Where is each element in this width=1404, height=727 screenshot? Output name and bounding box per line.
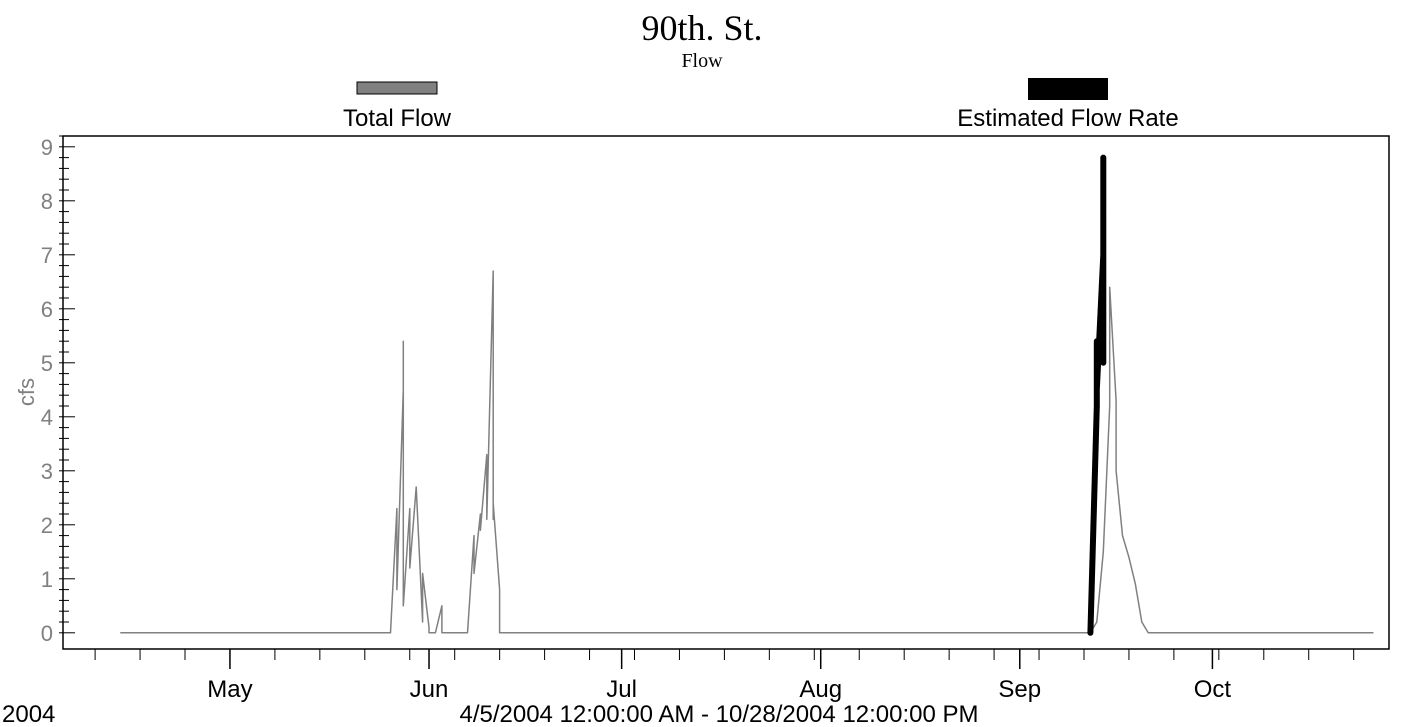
y-tick-label: 3 <box>41 459 53 484</box>
x-axis: May Jun Jul Aug Sep Oct <box>94 649 1355 703</box>
legend-swatch-total-flow <box>356 81 438 95</box>
chart-subtitle: Flow <box>681 50 723 72</box>
y-tick-label: 8 <box>41 189 53 214</box>
x-tick-label: Oct <box>1194 676 1232 703</box>
legend-label-estimated-flow-rate: Estimated Flow Rate <box>957 105 1178 132</box>
legend-label-total-flow: Total Flow <box>343 105 452 132</box>
y-tick-label: 7 <box>41 243 53 268</box>
plot-frame <box>62 135 1390 650</box>
y-tick-label: 4 <box>41 405 53 430</box>
x-tick-label: Aug <box>799 676 842 703</box>
y-tick-label: 9 <box>41 135 53 160</box>
x-tick-label: Jun <box>410 676 449 703</box>
y-axis: 0 1 2 3 4 5 6 7 8 9 <box>41 135 75 646</box>
legend-swatch-estimated-flow-rate <box>1028 78 1108 100</box>
series-line-total-flow <box>120 270 1374 634</box>
year-label: 2004 <box>2 701 55 727</box>
y-tick-label: 2 <box>41 513 53 538</box>
x-tick-label: Jul <box>606 676 637 703</box>
y-tick-label: 1 <box>41 567 53 592</box>
legend: Total Flow Estimated Flow Rate <box>343 78 1179 132</box>
x-tick-label: Sep <box>998 676 1041 703</box>
chart-title: 90th. St. <box>641 8 762 48</box>
series-layer <box>120 154 1374 636</box>
x-tick-label: May <box>207 676 252 703</box>
y-axis-label: cfs <box>14 378 39 406</box>
date-range-label: 4/5/2004 12:00:00 AM - 10/28/2004 12:00:… <box>459 701 978 727</box>
y-tick-label: 5 <box>41 351 53 376</box>
y-tick-label: 6 <box>41 297 53 322</box>
y-tick-label: 0 <box>41 621 53 646</box>
series-line-estimated-flow-rate <box>1087 154 1107 636</box>
